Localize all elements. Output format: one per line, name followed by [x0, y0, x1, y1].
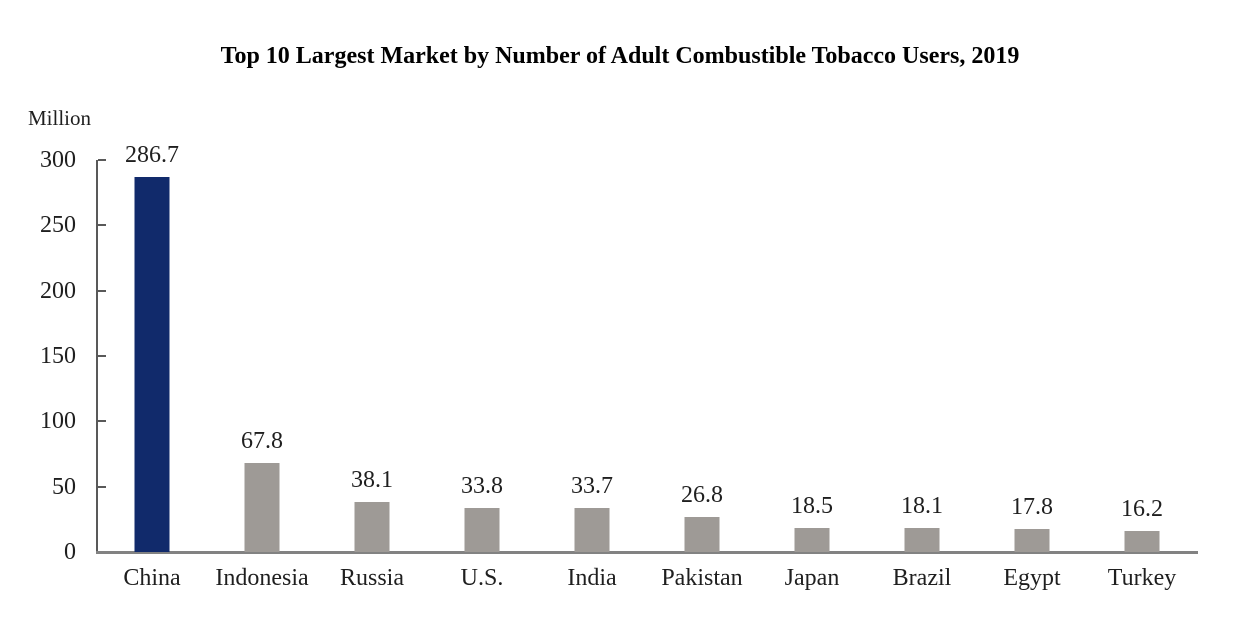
- bar-china: [134, 177, 170, 552]
- x-axis-label-turkey: Turkey: [1107, 565, 1177, 591]
- bar-indonesia: [244, 463, 280, 552]
- bar-value-label-brazil: 18.1: [901, 493, 943, 519]
- bar-slot-turkey: 16.2: [1087, 160, 1197, 552]
- bar-japan: [794, 528, 830, 552]
- bar-slot-india: 33.7: [537, 160, 647, 552]
- bar-slot-russia: 38.1: [317, 160, 427, 552]
- x-axis-label-egypt: Egypt: [1003, 565, 1061, 591]
- x-axis-label-indonesia: Indonesia: [215, 565, 309, 591]
- bar-value-label-china: 286.7: [125, 142, 179, 168]
- bar-slot-china: 286.7: [97, 142, 207, 552]
- bar-value-label-russia: 38.1: [351, 467, 393, 493]
- bar-value-label-egypt: 17.8: [1011, 494, 1053, 520]
- bar-value-label-us: 33.8: [461, 473, 503, 499]
- x-axis-label-japan: Japan: [784, 565, 840, 591]
- x-axis-label-pakistan: Pakistan: [661, 565, 743, 591]
- x-axis-label-us: U.S.: [460, 565, 504, 591]
- y-tick-mark-100: [98, 420, 106, 423]
- bar-us: [464, 508, 500, 552]
- y-axis-unit-label: Million: [28, 106, 92, 130]
- y-tick-label-0: 0: [64, 539, 76, 565]
- bar-egypt: [1014, 529, 1050, 552]
- y-tick-mark-300: [98, 159, 106, 161]
- plot-area: 286.7 67.8 38.1 33.8 33.7 26.8 18.5 18.1 17.8 16.…: [97, 142, 1197, 552]
- y-tick-mark-250: [98, 224, 106, 227]
- bar-value-label-japan: 18.5: [791, 493, 833, 519]
- bar-value-label-pakistan: 26.8: [681, 482, 723, 508]
- y-tick-mark-200: [98, 289, 106, 292]
- y-axis-line: [96, 160, 98, 552]
- bar-slot-us: 33.8: [427, 160, 537, 552]
- bar-value-label-indonesia: 67.8: [241, 428, 283, 454]
- x-axis-label-china: China: [123, 565, 181, 591]
- bar-brazil: [904, 528, 940, 552]
- y-tick-label-250: 250: [40, 212, 76, 239]
- x-axis-label-india: India: [567, 565, 617, 591]
- y-tick-label-100: 100: [40, 408, 76, 435]
- bar-pakistan: [684, 517, 720, 552]
- bar-slot-japan: 18.5: [757, 160, 867, 552]
- x-axis-labels: China Indonesia Russia U.S. India Pakistan Jap…: [97, 563, 1197, 593]
- bar-slot-indonesia: 67.8: [207, 160, 317, 552]
- bar-india: [574, 508, 610, 552]
- y-tick-label-50: 50: [52, 473, 76, 500]
- bar-slot-pakistan: 26.8: [647, 160, 757, 552]
- bar-value-label-turkey: 16.2: [1121, 496, 1163, 522]
- bar-turkey: [1124, 531, 1160, 552]
- y-tick-label-300: 300: [40, 147, 76, 173]
- y-tick-label-150: 150: [40, 343, 76, 369]
- x-axis-label-brazil: Brazil: [892, 565, 952, 591]
- x-axis-label-russia: Russia: [339, 565, 404, 591]
- y-tick-mark-50: [98, 485, 106, 488]
- y-tick-label-200: 200: [40, 277, 76, 304]
- bar-value-label-india: 33.7: [571, 473, 613, 499]
- bar-slot-egypt: 17.8: [977, 160, 1087, 552]
- bar-russia: [354, 502, 390, 552]
- chart-title: Top 10 Largest Market by Number of Adult…: [220, 43, 1020, 69]
- bar-slot-brazil: 18.1: [867, 160, 977, 552]
- x-axis-line: [96, 551, 1198, 554]
- y-tick-mark-150: [98, 355, 106, 357]
